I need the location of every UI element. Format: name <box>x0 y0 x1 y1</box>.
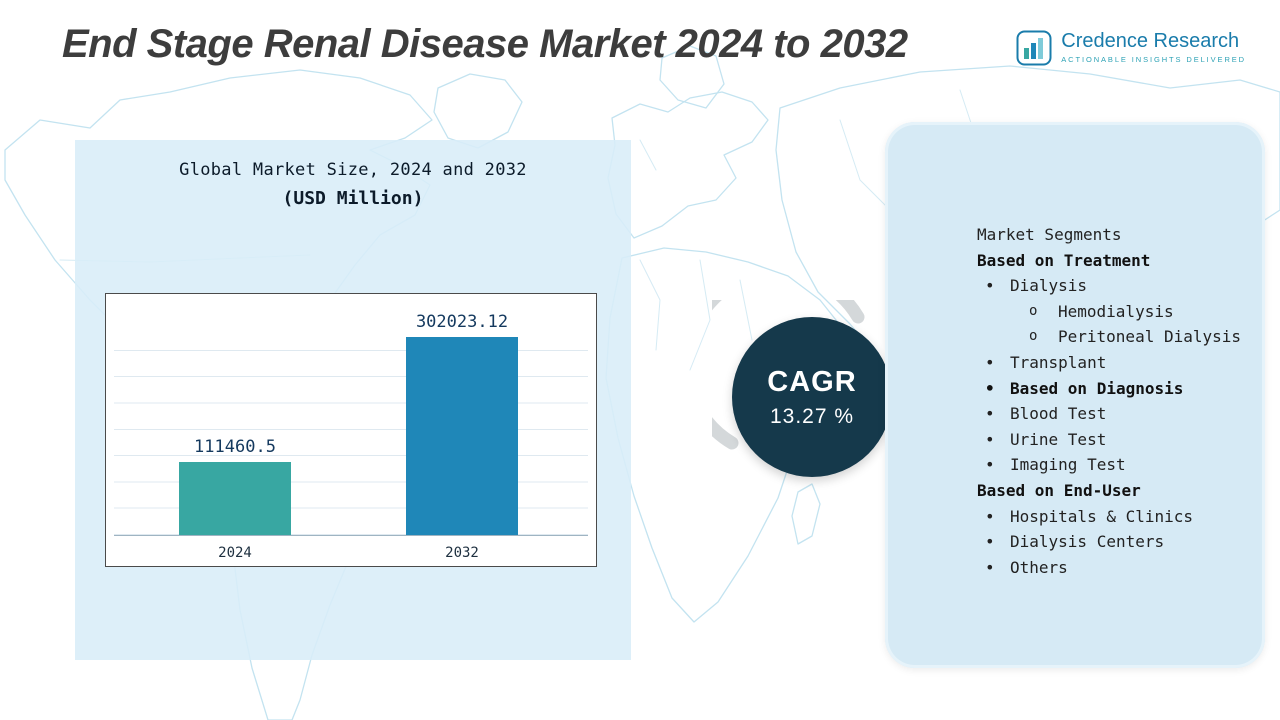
cagr-label: CAGR <box>767 365 857 398</box>
bar-2024 <box>179 462 291 535</box>
bar-2032 <box>406 337 518 535</box>
segment-header-treatment: Based on Treatment <box>977 250 1151 270</box>
chart-title: Global Market Size, 2024 and 2032 <box>179 160 527 180</box>
segment-item-peritoneal: Peritoneal Dialysis <box>977 324 1245 350</box>
market-segments-list: Market Segments Based on Treatment Dialy… <box>885 122 1265 580</box>
chart-heading: Global Market Size, 2024 and 2032 (USD M… <box>75 160 631 209</box>
segment-header-end-user: Based on End-User <box>977 480 1141 500</box>
segment-item-others: Others <box>977 555 1245 581</box>
segment-item-dialysis-centers: Dialysis Centers <box>977 529 1245 555</box>
africa-border-3 <box>739 279 753 341</box>
market-segments-panel: Market Segments Based on Treatment Dialy… <box>885 122 1265 668</box>
segment-item-dialysis: Dialysis <box>977 273 1245 299</box>
segment-item-urine-test: Urine Test <box>977 427 1245 453</box>
africa-border-1 <box>639 259 661 351</box>
axis-label-2032: 2032 <box>445 545 479 561</box>
logo-tagline: Actionable Insights Delivered <box>1061 55 1246 64</box>
bar-value-label-2032: 302023.12 <box>415 312 509 332</box>
segment-header-diagnosis: Based on Diagnosis <box>977 376 1245 402</box>
continent-europe <box>607 91 769 239</box>
europe-border-1 <box>639 139 657 171</box>
cagr-circle: CAGR 13.27 % <box>732 317 892 477</box>
segment-item-blood-test: Blood Test <box>977 401 1245 427</box>
bar-chart-plot-area: 111460.5 2024 302023.12 2032 <box>114 312 588 561</box>
bar-group-2024: 111460.5 2024 <box>179 437 291 561</box>
scandinavia <box>659 45 725 109</box>
page-title: End Stage Renal Disease Market 2024 to 2… <box>62 22 908 66</box>
bar-chart: 111460.5 2024 302023.12 2032 <box>105 293 597 567</box>
bar-group-2032: 302023.12 2032 <box>406 312 518 561</box>
logo-text: Credence Research Actionable Insights De… <box>1061 30 1246 64</box>
continent-greenland <box>433 73 523 149</box>
africa-border-2 <box>689 259 711 371</box>
segment-item-transplant: Transplant <box>977 350 1245 376</box>
bar-value-label-2024: 111460.5 <box>194 437 276 457</box>
axis-label-2024: 2024 <box>218 545 252 561</box>
logo-brand-name: Credence Research <box>1061 30 1240 52</box>
credence-research-logo: Credence Research Actionable Insights De… <box>1016 30 1246 66</box>
logo-bars-icon <box>1016 30 1052 66</box>
cagr-value: 13.27 % <box>769 404 855 428</box>
chart-units-label: (USD Million) <box>282 188 424 209</box>
segment-item-hemodialysis: Hemodialysis <box>977 299 1245 325</box>
segment-item-hospitals: Hospitals & Clinics <box>977 504 1245 530</box>
segments-heading: Market Segments <box>977 225 1122 244</box>
cagr-badge: CAGR 13.27 % <box>712 300 912 500</box>
segment-item-imaging-test: Imaging Test <box>977 452 1245 478</box>
madagascar <box>791 483 821 545</box>
